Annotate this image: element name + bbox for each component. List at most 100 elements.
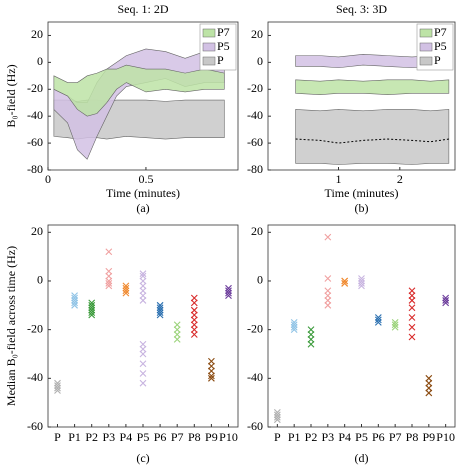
cross-marker bbox=[358, 275, 365, 282]
legend-label: P bbox=[217, 53, 224, 67]
cross-marker bbox=[105, 248, 113, 256]
band-area bbox=[53, 64, 225, 117]
cross-marker bbox=[173, 335, 181, 343]
cross-marker bbox=[290, 321, 298, 329]
cross-marker bbox=[307, 335, 315, 343]
x-tick-label: P3 bbox=[102, 430, 115, 444]
cross-marker bbox=[88, 306, 96, 314]
x-tick-label: P5 bbox=[355, 430, 368, 444]
cross-marker bbox=[105, 272, 113, 280]
cross-marker bbox=[391, 318, 399, 326]
cross-marker bbox=[139, 379, 147, 387]
cross-marker bbox=[173, 321, 181, 329]
x-tick-label: P1 bbox=[288, 430, 301, 444]
legend-swatch bbox=[419, 28, 433, 38]
x-tick-label: 1 bbox=[336, 172, 342, 186]
cross-marker bbox=[374, 318, 382, 326]
cross-marker bbox=[408, 287, 416, 295]
cross-marker bbox=[88, 301, 96, 309]
cross-marker bbox=[374, 316, 382, 324]
x-tick-label: P6 bbox=[154, 430, 167, 444]
cross-marker bbox=[374, 314, 382, 321]
y-tick-label: -60 bbox=[247, 419, 263, 433]
median-line bbox=[295, 138, 449, 144]
cross-marker bbox=[290, 326, 298, 334]
cross-marker bbox=[139, 345, 147, 353]
cross-marker bbox=[273, 409, 281, 416]
y-tick-label: -20 bbox=[27, 321, 43, 335]
cross-marker bbox=[225, 292, 232, 299]
cross-marker bbox=[122, 289, 130, 297]
panel-title: Seq. 1: 2D bbox=[118, 2, 169, 16]
cross-marker bbox=[307, 340, 315, 348]
legend-label: P7 bbox=[434, 25, 447, 39]
cross-marker bbox=[391, 323, 399, 331]
legend-label: P bbox=[434, 53, 441, 67]
cross-marker bbox=[324, 292, 332, 299]
y-tick-label: -80 bbox=[247, 162, 263, 176]
cross-marker bbox=[122, 282, 130, 290]
cross-marker bbox=[139, 292, 147, 299]
x-tick-label: P8 bbox=[188, 430, 201, 444]
cross-marker bbox=[408, 292, 416, 299]
y-tick-label: -20 bbox=[247, 321, 263, 335]
cross-marker bbox=[190, 321, 198, 329]
cross-marker bbox=[190, 331, 198, 338]
panel-caption: (b) bbox=[355, 201, 369, 215]
y-tick-label: 0 bbox=[37, 54, 43, 68]
panel-caption: (a) bbox=[136, 201, 149, 215]
cross-marker bbox=[105, 282, 113, 290]
cross-marker bbox=[208, 357, 215, 365]
cross-marker bbox=[88, 309, 96, 317]
cross-marker bbox=[122, 284, 130, 292]
cross-marker bbox=[341, 277, 349, 285]
y-tick-label: -20 bbox=[27, 81, 43, 95]
cross-marker bbox=[225, 289, 232, 297]
cross-marker bbox=[105, 280, 113, 287]
cross-marker bbox=[173, 331, 181, 338]
cross-marker bbox=[71, 292, 78, 299]
cross-marker bbox=[341, 280, 349, 287]
cross-marker bbox=[190, 299, 198, 307]
x-tick-label: P8 bbox=[406, 430, 419, 444]
cross-marker bbox=[190, 311, 198, 319]
cross-marker bbox=[324, 287, 332, 295]
cross-marker bbox=[425, 384, 433, 392]
y-tick-label: -40 bbox=[27, 370, 43, 384]
y-tick-label: -80 bbox=[27, 162, 43, 176]
cross-marker bbox=[156, 309, 164, 317]
cross-marker bbox=[139, 340, 147, 348]
cross-marker bbox=[71, 294, 78, 302]
cross-marker bbox=[208, 362, 215, 370]
x-tick-label: P4 bbox=[338, 430, 351, 444]
cross-marker bbox=[88, 304, 96, 312]
y-tick-label: 0 bbox=[257, 54, 263, 68]
cross-marker bbox=[156, 304, 164, 312]
cross-marker bbox=[139, 350, 147, 358]
y-tick-label: -40 bbox=[27, 108, 43, 122]
x-tick-label: P4 bbox=[120, 430, 133, 444]
x-tick-label: P7 bbox=[171, 430, 184, 444]
y-axis-label: B₀-field (Hz) bbox=[4, 64, 18, 127]
axes-frame bbox=[267, 21, 456, 171]
band-area bbox=[295, 79, 450, 95]
cross-marker bbox=[290, 323, 298, 331]
x-tick-label: P7 bbox=[389, 430, 402, 444]
cross-marker bbox=[156, 306, 164, 314]
cross-marker bbox=[408, 304, 416, 312]
cross-marker bbox=[442, 294, 450, 302]
x-tick-label: 0.5 bbox=[138, 172, 153, 186]
cross-marker bbox=[391, 321, 399, 329]
cross-marker bbox=[425, 374, 433, 382]
y-tick-label: -60 bbox=[27, 419, 43, 433]
cross-marker bbox=[71, 301, 78, 309]
cross-marker bbox=[225, 287, 232, 295]
panel-title: Seq. 3: 3D bbox=[336, 2, 387, 16]
y-tick-label: 20 bbox=[251, 224, 263, 238]
cross-marker bbox=[442, 299, 450, 307]
x-tick-label: 0 bbox=[45, 172, 51, 186]
cross-marker bbox=[88, 311, 96, 319]
cross-marker bbox=[54, 379, 61, 387]
axes-frame bbox=[267, 224, 456, 428]
